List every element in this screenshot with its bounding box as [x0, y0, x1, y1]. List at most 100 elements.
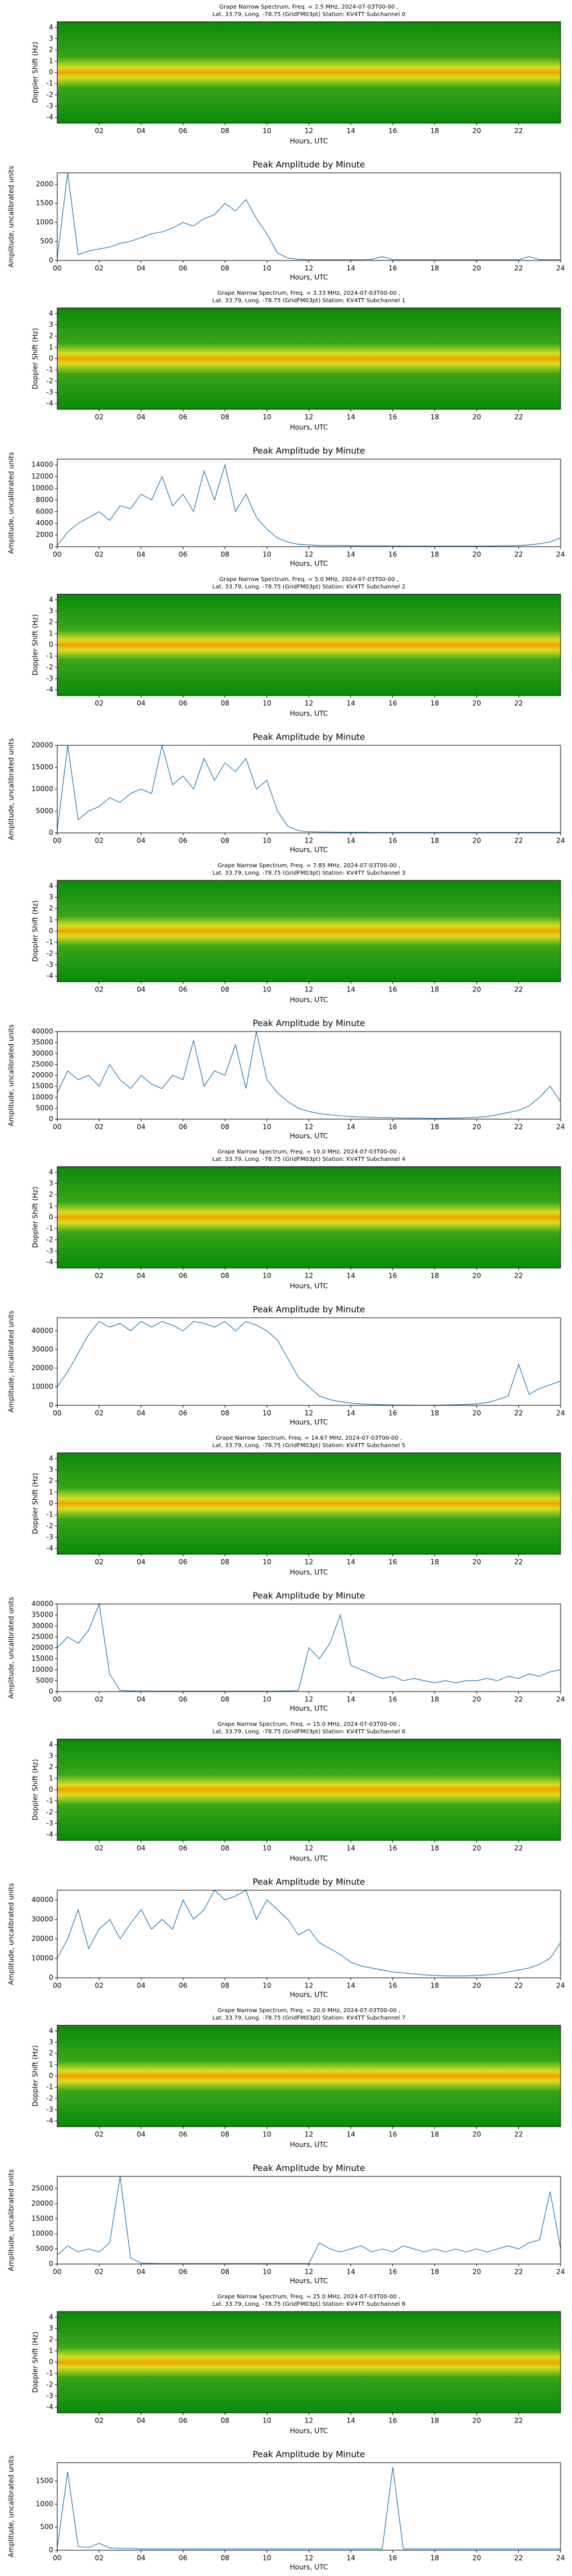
y-tick-label: -1 — [46, 1511, 53, 1519]
y-axis-label: Doppler Shift (Hz) — [31, 328, 39, 389]
x-tick-label: 06 — [178, 986, 187, 994]
x-tick-label: 18 — [430, 2131, 439, 2139]
chart-title: Grape Narrow Spectrum, Freq. = 14.67 MHz… — [216, 1435, 402, 1441]
y-tick-label: -3 — [46, 388, 53, 396]
x-tick-label: 20 — [472, 2268, 481, 2276]
y-tick-label: 0 — [49, 68, 53, 76]
y-tick-label: 500 — [40, 237, 53, 245]
x-tick-label: 00 — [53, 264, 61, 272]
x-tick-label: 22 — [514, 2131, 523, 2139]
x-tick-label: 06 — [178, 2131, 187, 2139]
chart-title: Peak Amplitude by Minute — [253, 2449, 365, 2460]
chart-title: Peak Amplitude by Minute — [253, 732, 365, 742]
x-tick-label: 02 — [95, 1982, 104, 1990]
x-tick-label: 14 — [347, 1844, 355, 1852]
x-tick-label: 22 — [514, 2268, 523, 2276]
y-axis-label: Doppler Shift (Hz) — [31, 2332, 39, 2393]
x-tick-label: 10 — [263, 1558, 271, 1566]
spectrogram-image — [57, 308, 561, 409]
y-tick-label: 0 — [49, 2546, 53, 2554]
x-tick-label: 02 — [95, 2131, 104, 2139]
x-tick-label: 12 — [304, 1558, 313, 1566]
y-tick-label: 2 — [49, 2049, 53, 2057]
x-tick-label: 22 — [514, 2417, 523, 2425]
x-tick-label: 12 — [304, 2131, 313, 2139]
x-axis-label: Hours, UTC — [290, 2563, 328, 2571]
x-tick-label: 18 — [430, 1696, 439, 1704]
y-tick-label: -3 — [46, 961, 53, 969]
y-tick-label: 40000 — [31, 1028, 53, 1036]
x-tick-label: 02 — [95, 837, 104, 845]
x-tick-label: 20 — [472, 837, 481, 845]
x-tick-label: 06 — [178, 1409, 187, 1417]
x-tick-label: 08 — [221, 2268, 229, 2276]
x-tick-label: 08 — [221, 1696, 229, 1704]
x-tick-label: 02 — [95, 1558, 104, 1566]
x-axis-label: Hours, UTC — [290, 1419, 328, 1427]
y-tick-label: -2 — [46, 949, 53, 957]
x-tick-label: 16 — [388, 2268, 397, 2276]
y-tick-label: 4 — [49, 595, 53, 603]
x-tick-label: 10 — [263, 264, 271, 272]
x-tick-label: 20 — [472, 413, 481, 421]
x-axis-label: Hours, UTC — [290, 274, 328, 282]
x-axis-label: Hours, UTC — [290, 996, 328, 1004]
line — [57, 2176, 561, 2264]
x-tick-label: 16 — [388, 551, 397, 559]
x-tick-label: 20 — [472, 1558, 481, 1566]
y-tick-label: 3 — [49, 2038, 53, 2046]
x-tick-label: 06 — [178, 2268, 187, 2276]
x-tick-label: 02 — [95, 2554, 104, 2562]
y-tick-label: -1 — [46, 2369, 53, 2377]
x-tick-label: 20 — [472, 2131, 481, 2139]
x-tick-label: 00 — [53, 1123, 61, 1131]
y-tick-label: 500 — [40, 2523, 53, 2531]
y-tick-label: -3 — [46, 102, 53, 110]
chart-title: Peak Amplitude by Minute — [253, 2163, 365, 2174]
y-tick-label: 2 — [49, 618, 53, 626]
x-tick-label: 00 — [53, 551, 61, 559]
chart-title: Grape Narrow Spectrum, Freq. = 3.33 MHz,… — [217, 290, 400, 297]
x-tick-label: 04 — [137, 1844, 145, 1852]
y-tick-label: 20000 — [31, 1071, 53, 1079]
x-tick-label: 08 — [221, 2131, 229, 2139]
x-tick-label: 04 — [137, 2268, 145, 2276]
spectrogram-image — [57, 594, 561, 696]
y-tick-label: 3 — [49, 2324, 53, 2332]
y-axis-label: Amplitude, uncalibrated units — [7, 738, 15, 840]
y-tick-label: 12000 — [31, 472, 53, 480]
x-tick-label: 20 — [472, 700, 481, 708]
y-tick-label: 0 — [49, 256, 53, 264]
x-tick-label: 08 — [221, 2554, 229, 2562]
y-axis-label: Doppler Shift (Hz) — [31, 614, 39, 675]
x-tick-label: 18 — [430, 1558, 439, 1566]
x-axis-label: Hours, UTC — [290, 1282, 328, 1290]
y-tick-label: 5000 — [35, 807, 53, 815]
y-tick-label: 1000 — [35, 218, 53, 226]
y-tick-label: 2000 — [35, 531, 53, 539]
y-tick-label: 2 — [49, 2336, 53, 2344]
x-tick-label: 18 — [430, 837, 439, 845]
x-tick-label: 18 — [430, 127, 439, 135]
y-tick-label: -2 — [46, 1522, 53, 1530]
x-tick-label: 12 — [304, 700, 313, 708]
x-tick-label: 08 — [221, 1409, 229, 1417]
x-tick-label: 00 — [53, 1696, 61, 1704]
x-tick-label: 06 — [178, 837, 187, 845]
y-tick-label: -1 — [46, 652, 53, 660]
x-tick-label: 08 — [221, 1558, 229, 1566]
x-tick-label: 18 — [430, 551, 439, 559]
y-tick-label: 4 — [49, 1454, 53, 1462]
y-tick-label: 10000 — [31, 1093, 53, 1101]
x-axis-label: Hours, UTC — [290, 560, 328, 568]
x-tick-label: 24 — [556, 1123, 565, 1131]
x-axis-label: Hours, UTC — [290, 2141, 328, 2149]
y-tick-label: 4 — [49, 309, 53, 317]
x-tick-label: 10 — [263, 1123, 271, 1131]
y-tick-label: 0 — [49, 354, 53, 362]
y-tick-label: 1500 — [35, 2477, 53, 2485]
chart-title: Peak Amplitude by Minute — [253, 446, 365, 456]
y-tick-label: 3 — [49, 321, 53, 329]
y-tick-label: -4 — [46, 1258, 53, 1266]
y-tick-label: 10000 — [31, 1954, 53, 1962]
